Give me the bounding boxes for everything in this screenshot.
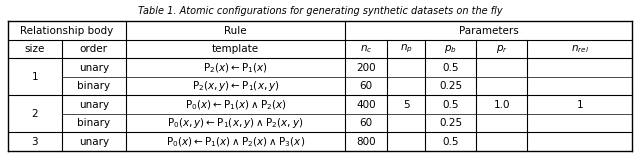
Text: Rule: Rule	[224, 26, 247, 36]
Text: unary: unary	[79, 63, 109, 73]
Text: 0.25: 0.25	[439, 81, 462, 91]
Text: 1.0: 1.0	[493, 100, 510, 110]
Text: $\mathrm{P}_2(x) \leftarrow \mathrm{P}_1(x)$: $\mathrm{P}_2(x) \leftarrow \mathrm{P}_1…	[203, 61, 268, 75]
Text: $\mathrm{P}_0(x) \leftarrow \mathrm{P}_1(x) \wedge \mathrm{P}_2(x) \wedge \mathr: $\mathrm{P}_0(x) \leftarrow \mathrm{P}_1…	[166, 135, 305, 149]
Text: 0.5: 0.5	[442, 137, 459, 147]
Text: $\mathrm{P}_0(x,y) \leftarrow \mathrm{P}_1(x,y) \wedge \mathrm{P}_2(x,y)$: $\mathrm{P}_0(x,y) \leftarrow \mathrm{P}…	[168, 116, 304, 130]
Text: 5: 5	[403, 100, 410, 110]
Text: $\mathrm{P}_0(x) \leftarrow \mathrm{P}_1(x) \wedge \mathrm{P}_2(x)$: $\mathrm{P}_0(x) \leftarrow \mathrm{P}_1…	[184, 98, 287, 111]
Text: 3: 3	[31, 137, 38, 147]
Text: unary: unary	[79, 137, 109, 147]
Text: Relationship body: Relationship body	[20, 26, 113, 36]
Text: unary: unary	[79, 100, 109, 110]
Text: Parameters: Parameters	[459, 26, 519, 36]
Text: 0.5: 0.5	[442, 100, 459, 110]
Text: $\mathrm{P}_2(x,y) \leftarrow \mathrm{P}_1(x,y)$: $\mathrm{P}_2(x,y) \leftarrow \mathrm{P}…	[192, 79, 280, 93]
Text: 800: 800	[356, 137, 376, 147]
Text: $n_c$: $n_c$	[360, 43, 372, 55]
Text: binary: binary	[77, 81, 110, 91]
Text: size: size	[25, 44, 45, 54]
Text: 1: 1	[31, 72, 38, 82]
Text: 60: 60	[360, 118, 372, 128]
Text: 400: 400	[356, 100, 376, 110]
Text: order: order	[80, 44, 108, 54]
Text: $p_b$: $p_b$	[444, 43, 457, 55]
Text: $n_{rel}$: $n_{rel}$	[571, 43, 589, 55]
Text: Table 1. Atomic configurations for generating synthetic datasets on the fly: Table 1. Atomic configurations for gener…	[138, 6, 502, 16]
Text: 0.5: 0.5	[442, 63, 459, 73]
Text: template: template	[212, 44, 259, 54]
Text: $p_r$: $p_r$	[495, 43, 508, 55]
Text: $n_p$: $n_p$	[399, 43, 412, 55]
Text: binary: binary	[77, 118, 110, 128]
Text: 0.25: 0.25	[439, 118, 462, 128]
Text: 2: 2	[31, 109, 38, 119]
Text: 200: 200	[356, 63, 376, 73]
Text: 60: 60	[360, 81, 372, 91]
Text: 1: 1	[577, 100, 583, 110]
